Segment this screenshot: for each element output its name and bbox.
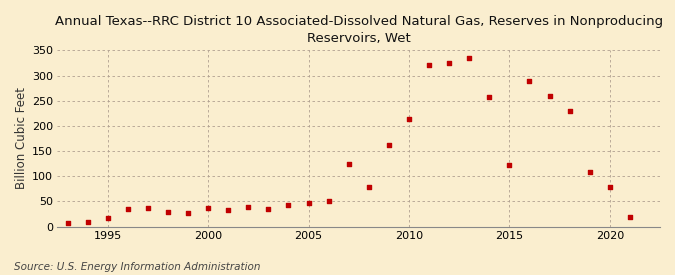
Point bbox=[223, 208, 234, 212]
Point bbox=[263, 207, 274, 211]
Point bbox=[142, 206, 153, 210]
Point bbox=[344, 161, 354, 166]
Point bbox=[243, 205, 254, 210]
Point bbox=[183, 211, 194, 215]
Text: Source: U.S. Energy Information Administration: Source: U.S. Energy Information Administ… bbox=[14, 262, 260, 272]
Point bbox=[524, 78, 535, 83]
Point bbox=[103, 215, 113, 220]
Point bbox=[303, 201, 314, 205]
Point bbox=[163, 210, 173, 215]
Point bbox=[82, 219, 93, 224]
Point bbox=[404, 117, 414, 122]
Point bbox=[202, 206, 213, 210]
Point bbox=[585, 170, 595, 174]
Point bbox=[484, 95, 495, 99]
Point bbox=[464, 56, 475, 60]
Point bbox=[122, 207, 133, 211]
Point bbox=[383, 142, 394, 147]
Point bbox=[363, 185, 374, 189]
Point bbox=[443, 61, 454, 65]
Point bbox=[544, 94, 555, 98]
Point bbox=[504, 163, 515, 167]
Point bbox=[283, 203, 294, 207]
Point bbox=[323, 199, 334, 204]
Point bbox=[424, 63, 435, 68]
Point bbox=[62, 221, 73, 225]
Title: Annual Texas--RRC District 10 Associated-Dissolved Natural Gas, Reserves in Nonp: Annual Texas--RRC District 10 Associated… bbox=[55, 15, 663, 45]
Point bbox=[624, 214, 635, 219]
Y-axis label: Billion Cubic Feet: Billion Cubic Feet bbox=[15, 87, 28, 189]
Point bbox=[564, 109, 575, 113]
Point bbox=[604, 185, 615, 189]
